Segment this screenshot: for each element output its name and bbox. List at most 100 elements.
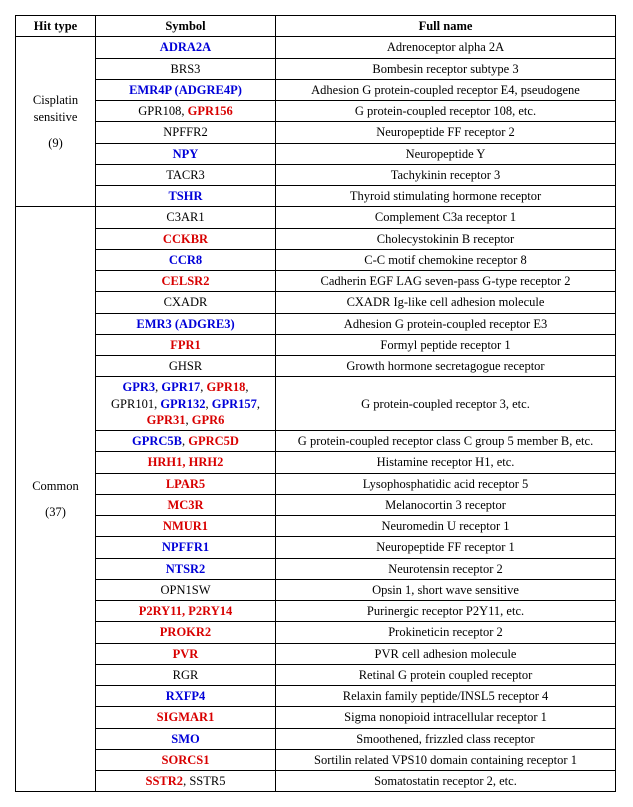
hit-type-label: Cisplatin sensitive <box>20 92 91 125</box>
fullname-cell: Cadherin EGF LAG seven-pass G-type recep… <box>276 271 616 292</box>
fullname-cell: Opsin 1, short wave sensitive <box>276 579 616 600</box>
symbol-cell: GPR108, GPR156 <box>96 101 276 122</box>
fullname-cell: Retinal G protein coupled receptor <box>276 664 616 685</box>
hit-type-cell: Common (37) <box>16 207 96 792</box>
table-row: OPN1SWOpsin 1, short wave sensitive <box>16 579 616 600</box>
table-row: SORCS1Sortilin related VPS10 domain cont… <box>16 749 616 770</box>
table-row: EMR4P (ADGRE4P)Adhesion G protein-couple… <box>16 79 616 100</box>
fullname-cell: G protein-coupled receptor 3, etc. <box>276 377 616 431</box>
symbol-cell: CCKBR <box>96 228 276 249</box>
table-row: PROKR2Prokineticin receptor 2 <box>16 622 616 643</box>
hit-type-label: Common <box>20 478 91 494</box>
fullname-cell: Sortilin related VPS10 domain containing… <box>276 749 616 770</box>
fullname-cell: CXADR Ig-like cell adhesion molecule <box>276 292 616 313</box>
symbol-cell: SORCS1 <box>96 749 276 770</box>
hit-type-cell: Cisplatin sensitive(9) <box>16 37 96 207</box>
symbol-cell: ADRA2A <box>96 37 276 58</box>
fullname-cell: Tachykinin receptor 3 <box>276 164 616 185</box>
table-row: Cisplatin sensitive(9)ADRA2AAdrenoceptor… <box>16 37 616 58</box>
symbol-cell: GHSR <box>96 356 276 377</box>
symbol-cell: HRH1, HRH2 <box>96 452 276 473</box>
symbol-cell: NPFFR2 <box>96 122 276 143</box>
fullname-cell: Neuropeptide FF receptor 1 <box>276 537 616 558</box>
fullname-cell: Somatostatin receptor 2, etc. <box>276 771 616 792</box>
fullname-cell: C-C motif chemokine receptor 8 <box>276 249 616 270</box>
symbol-cell: TSHR <box>96 186 276 207</box>
fullname-cell: Smoothened, frizzled class receptor <box>276 728 616 749</box>
symbol-cell: FPR1 <box>96 334 276 355</box>
header-row: Hit type Symbol Full name <box>16 16 616 37</box>
table-row: Common(37)C3AR1Complement C3a receptor 1 <box>16 207 616 228</box>
table-row: PVRPVR cell adhesion molecule <box>16 643 616 664</box>
symbol-cell: NMUR1 <box>96 516 276 537</box>
table-row: SIGMAR1Sigma nonopioid intracellular rec… <box>16 707 616 728</box>
table-row: TACR3Tachykinin receptor 3 <box>16 164 616 185</box>
fullname-cell: Complement C3a receptor 1 <box>276 207 616 228</box>
table-row: TSHRThyroid stimulating hormone receptor <box>16 186 616 207</box>
fullname-cell: Thyroid stimulating hormone receptor <box>276 186 616 207</box>
symbol-cell: SMO <box>96 728 276 749</box>
fullname-cell: Neuromedin U receptor 1 <box>276 516 616 537</box>
gpcr-table: Hit type Symbol Full name Cisplatin sens… <box>15 15 616 792</box>
fullname-cell: Neuropeptide FF receptor 2 <box>276 122 616 143</box>
symbol-cell: NTSR2 <box>96 558 276 579</box>
table-row: SMOSmoothened, frizzled class receptor <box>16 728 616 749</box>
symbol-cell: C3AR1 <box>96 207 276 228</box>
symbol-cell: PROKR2 <box>96 622 276 643</box>
symbol-cell: NPFFR1 <box>96 537 276 558</box>
symbol-cell: EMR4P (ADGRE4P) <box>96 79 276 100</box>
symbol-cell: RGR <box>96 664 276 685</box>
fullname-cell: Cholecystokinin B receptor <box>276 228 616 249</box>
fullname-cell: Purinergic receptor P2Y11, etc. <box>276 601 616 622</box>
symbol-cell: MC3R <box>96 494 276 515</box>
table-row: NTSR2Neurotensin receptor 2 <box>16 558 616 579</box>
table-row: HRH1, HRH2Histamine receptor H1, etc. <box>16 452 616 473</box>
symbol-cell: CCR8 <box>96 249 276 270</box>
table-row: EMR3 (ADGRE3)Adhesion G protein-coupled … <box>16 313 616 334</box>
fullname-cell: Adhesion G protein-coupled receptor E4, … <box>276 79 616 100</box>
symbol-cell: TACR3 <box>96 164 276 185</box>
symbol-cell: EMR3 (ADGRE3) <box>96 313 276 334</box>
table-row: MC3RMelanocortin 3 receptor <box>16 494 616 515</box>
hit-type-count: (37) <box>20 504 91 520</box>
table-row: NMUR1Neuromedin U receptor 1 <box>16 516 616 537</box>
table-row: GPR108, GPR156G protein-coupled receptor… <box>16 101 616 122</box>
symbol-cell: CELSR2 <box>96 271 276 292</box>
header-symbol: Symbol <box>96 16 276 37</box>
table-row: NPFFR2Neuropeptide FF receptor 2 <box>16 122 616 143</box>
symbol-cell: GPR3, GPR17, GPR18, GPR101, GPR132, GPR1… <box>96 377 276 431</box>
fullname-cell: Sigma nonopioid intracellular receptor 1 <box>276 707 616 728</box>
table-row: RGRRetinal G protein coupled receptor <box>16 664 616 685</box>
symbol-cell: BRS3 <box>96 58 276 79</box>
symbol-cell: OPN1SW <box>96 579 276 600</box>
table-row: P2RY11, P2RY14Purinergic receptor P2Y11,… <box>16 601 616 622</box>
table-row: CCR8C-C motif chemokine receptor 8 <box>16 249 616 270</box>
fullname-cell: Melanocortin 3 receptor <box>276 494 616 515</box>
fullname-cell: Histamine receptor H1, etc. <box>276 452 616 473</box>
fullname-cell: Lysophosphatidic acid receptor 5 <box>276 473 616 494</box>
fullname-cell: G protein-coupled receptor class C group… <box>276 431 616 452</box>
symbol-cell: P2RY11, P2RY14 <box>96 601 276 622</box>
table-row: RXFP4Relaxin family peptide/INSL5 recept… <box>16 686 616 707</box>
table-row: BRS3Bombesin receptor subtype 3 <box>16 58 616 79</box>
symbol-cell: LPAR5 <box>96 473 276 494</box>
table-row: LPAR5Lysophosphatidic acid receptor 5 <box>16 473 616 494</box>
symbol-cell: SSTR2, SSTR5 <box>96 771 276 792</box>
table-row: CELSR2Cadherin EGF LAG seven-pass G-type… <box>16 271 616 292</box>
symbol-cell: SIGMAR1 <box>96 707 276 728</box>
header-fullname: Full name <box>276 16 616 37</box>
table-row: CXADRCXADR Ig-like cell adhesion molecul… <box>16 292 616 313</box>
fullname-cell: Neuropeptide Y <box>276 143 616 164</box>
symbol-cell: CXADR <box>96 292 276 313</box>
symbol-cell: GPRC5B, GPRC5D <box>96 431 276 452</box>
symbol-cell: NPY <box>96 143 276 164</box>
table-row: GPR3, GPR17, GPR18, GPR101, GPR132, GPR1… <box>16 377 616 431</box>
fullname-cell: PVR cell adhesion molecule <box>276 643 616 664</box>
symbol-cell: PVR <box>96 643 276 664</box>
fullname-cell: Formyl peptide receptor 1 <box>276 334 616 355</box>
table-row: GPRC5B, GPRC5DG protein-coupled receptor… <box>16 431 616 452</box>
fullname-cell: Adrenoceptor alpha 2A <box>276 37 616 58</box>
header-hittype: Hit type <box>16 16 96 37</box>
table-row: CCKBRCholecystokinin B receptor <box>16 228 616 249</box>
table-row: FPR1Formyl peptide receptor 1 <box>16 334 616 355</box>
